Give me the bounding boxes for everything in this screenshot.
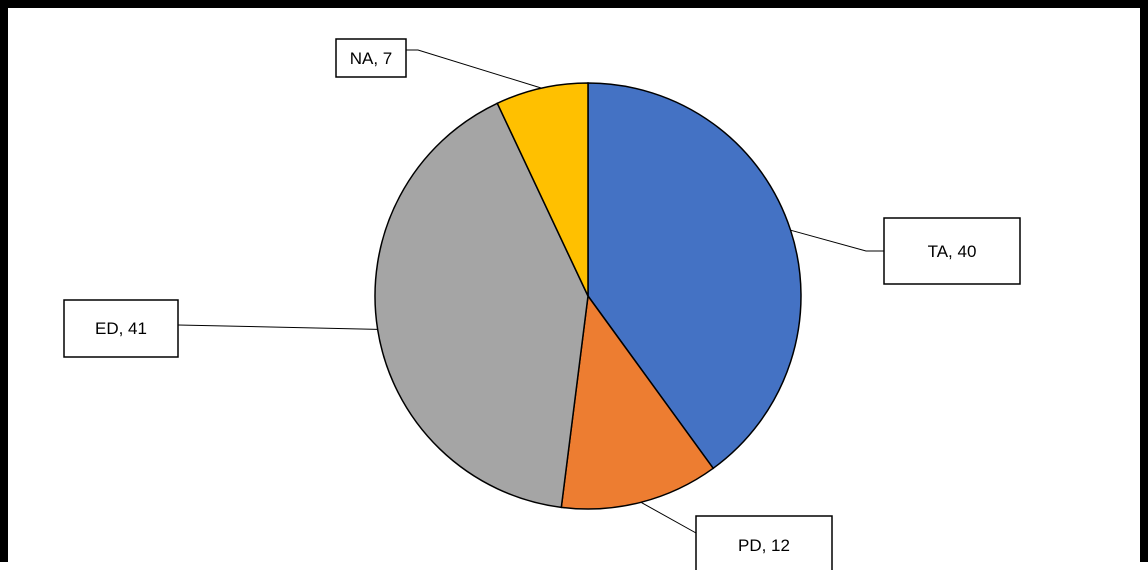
pie-slice-ed: [374, 102, 589, 509]
leader-line-pd: [640, 501, 697, 549]
data-label-pd-text: PD, 12: [738, 536, 790, 555]
pie-slices: [374, 82, 802, 510]
leader-line-ta: [790, 229, 884, 252]
data-label-pd: PD, 12: [695, 515, 833, 570]
data-label-ta: TA, 40: [883, 217, 1021, 285]
pie-slice-ta: [587, 82, 802, 470]
data-label-ed: ED, 41: [63, 299, 179, 358]
data-label-na-text: NA, 7: [350, 49, 393, 68]
data-labels: TA, 40 PD, 12 ED, 41 NA, 7: [63, 38, 1021, 570]
data-label-na: NA, 7: [335, 38, 407, 78]
data-label-ta-text: TA, 40: [928, 242, 977, 261]
pie-slice-pd: [560, 294, 715, 510]
data-label-ed-text: ED, 41: [95, 319, 147, 338]
leader-line-ed: [177, 324, 378, 330]
leader-line-na: [406, 49, 542, 89]
pie-chart: TA, 40 PD, 12 ED, 41 NA, 7: [63, 38, 1021, 570]
